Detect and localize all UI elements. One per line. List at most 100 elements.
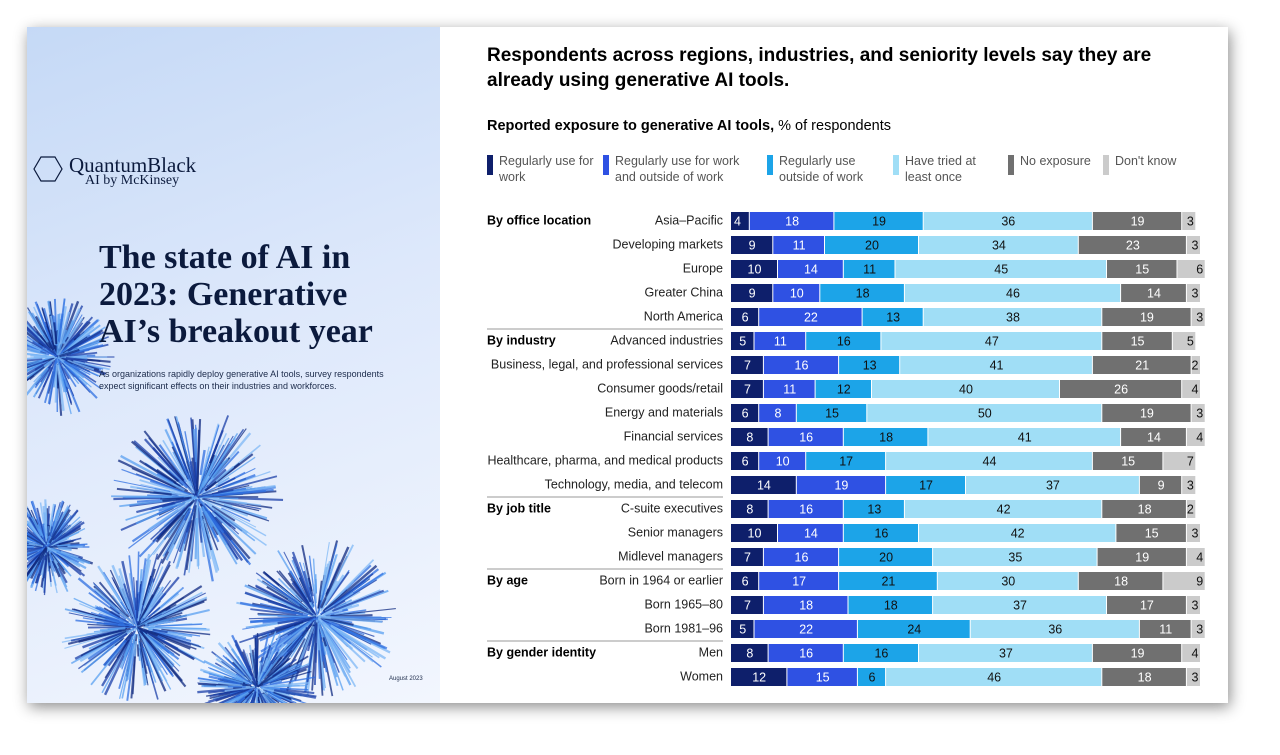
bar-label: 10: [776, 454, 790, 468]
fiber: [254, 637, 258, 685]
fiber: [222, 654, 245, 676]
fiber: [118, 642, 134, 690]
fiber: [247, 692, 255, 703]
fiber: [48, 555, 58, 594]
bar-segment: [1186, 236, 1200, 254]
fiber: [322, 627, 334, 647]
bar-segment: [1102, 308, 1191, 326]
fiber: [291, 581, 316, 614]
bar-label: 14: [1147, 286, 1161, 300]
bar-segment: [1139, 620, 1191, 638]
bar-label: 19: [872, 214, 886, 228]
bar-segment: [763, 380, 815, 398]
fiber: [27, 534, 45, 547]
fiber: [234, 639, 258, 687]
fiber: [148, 620, 177, 626]
category-label: Europe: [683, 261, 723, 275]
fiber: [256, 689, 260, 703]
legend-swatch: [603, 155, 609, 175]
fiber: [332, 589, 385, 612]
fiber: [118, 575, 138, 627]
bar-segment: [763, 548, 839, 566]
fiber: [62, 336, 88, 354]
bar-label: 16: [837, 334, 851, 348]
fiber: [120, 601, 137, 626]
bar-segment: [806, 452, 886, 470]
fiber: [323, 553, 338, 594]
fiber: [147, 612, 183, 625]
bar-label: 10: [748, 526, 762, 540]
fiber: [69, 366, 85, 379]
fiber: [97, 565, 126, 609]
bar-label: 15: [1131, 334, 1145, 348]
fiber: [291, 556, 312, 602]
bar-segment: [843, 524, 918, 542]
fiber: [301, 545, 313, 592]
fiber: [290, 629, 310, 658]
category-label: Midlevel managers: [618, 549, 723, 563]
fiber: [67, 627, 131, 645]
bar-segment: [843, 428, 928, 446]
fiber: [113, 479, 171, 493]
bar-segment: [759, 404, 796, 422]
bar-label: 16: [874, 526, 888, 540]
bar-segment: [1182, 212, 1196, 230]
bar-segment: [778, 524, 843, 542]
fiber: [41, 559, 46, 579]
fiber: [116, 487, 172, 496]
fiber: [200, 446, 210, 481]
fiber: [199, 680, 243, 687]
category-label: Women: [680, 669, 723, 683]
bar-label: 37: [1046, 478, 1060, 492]
fiber: [27, 537, 39, 544]
bar-label: 4: [1196, 430, 1203, 444]
bar-segment: [862, 308, 923, 326]
fiber: [133, 640, 138, 657]
bar-segment: [825, 236, 918, 254]
category-label: Developing markets: [613, 237, 723, 251]
fiber: [334, 611, 349, 615]
bar-segment: [731, 668, 787, 686]
bar-segment: [1186, 596, 1200, 614]
fiber: [52, 510, 79, 541]
fiber: [217, 475, 278, 493]
bar-label: 18: [879, 430, 893, 444]
fiber: [109, 610, 129, 623]
fiber: [136, 593, 139, 619]
category-label: North America: [644, 309, 723, 323]
bar-label: 10: [748, 262, 762, 276]
fiber: [148, 633, 194, 659]
fiber: [27, 360, 46, 369]
bar-segment: [928, 428, 1121, 446]
fiber: [320, 546, 350, 609]
fiber: [45, 503, 48, 534]
fiber: [36, 330, 47, 344]
fiber: [288, 625, 315, 691]
fiber: [260, 640, 292, 682]
bar-segment: [970, 620, 1139, 638]
bar-label: 19: [1140, 310, 1154, 324]
fiber: [271, 679, 282, 684]
bar-label: 3: [1196, 406, 1203, 420]
fiber: [322, 564, 378, 613]
fiber: [27, 366, 45, 382]
fiber: [204, 510, 238, 565]
fiber: [46, 325, 56, 350]
fiber: [289, 587, 313, 612]
bar-segment: [966, 476, 1139, 494]
fiber: [203, 500, 257, 528]
fiber: [27, 546, 48, 574]
bar-segment: [919, 524, 1116, 542]
fiber: [224, 686, 256, 692]
bar-segment: [1102, 404, 1191, 422]
fiber: [31, 560, 43, 584]
fiber: [93, 587, 135, 625]
fiber: [27, 326, 58, 358]
fiber: [63, 367, 77, 388]
bar-label: 42: [997, 502, 1011, 516]
fiber: [27, 367, 49, 396]
legend-swatch: [487, 155, 493, 175]
fiber: [317, 580, 323, 609]
fiber: [69, 354, 87, 358]
fiber: [64, 336, 70, 343]
